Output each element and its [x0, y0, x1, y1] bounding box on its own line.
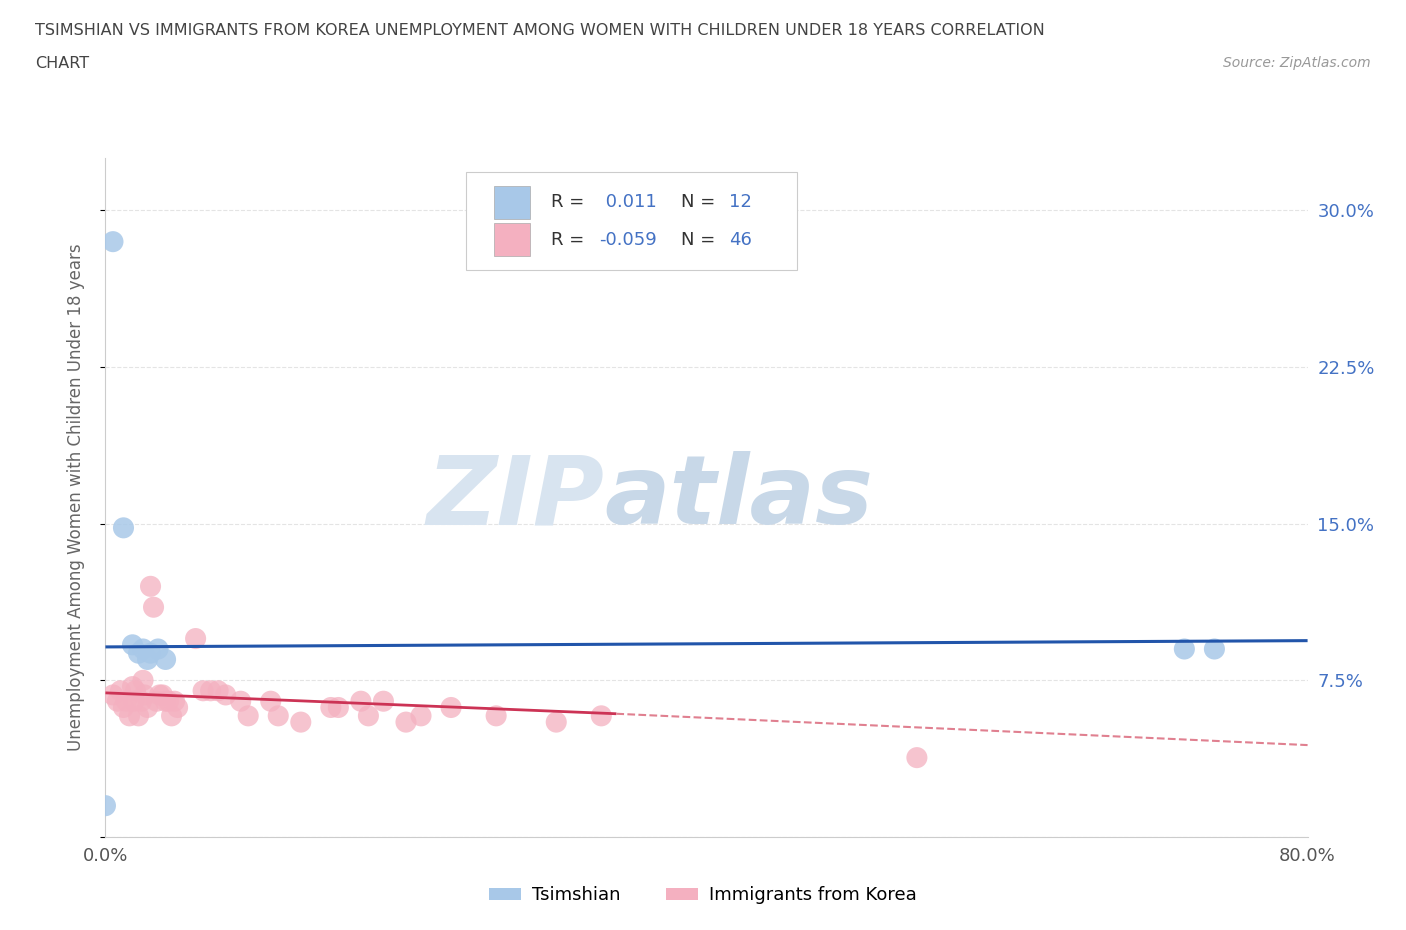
Point: [101, 234, 124, 249]
Point: [1204, 642, 1226, 657]
FancyBboxPatch shape: [465, 172, 797, 270]
Point: [1173, 642, 1195, 657]
FancyBboxPatch shape: [494, 186, 530, 219]
Point: [136, 700, 159, 715]
Point: [395, 714, 418, 729]
Point: [134, 687, 156, 702]
Point: [132, 642, 155, 657]
Text: -0.059: -0.059: [599, 231, 657, 248]
Point: [184, 631, 207, 646]
Point: [207, 684, 229, 698]
Point: [350, 694, 373, 709]
Text: 0.011: 0.011: [599, 193, 657, 211]
Point: [142, 600, 165, 615]
Point: [260, 694, 283, 709]
Text: atlas: atlas: [605, 451, 873, 544]
Point: [112, 700, 135, 715]
Point: [238, 709, 260, 724]
Point: [139, 645, 162, 660]
Point: [191, 684, 214, 698]
Text: N =: N =: [682, 231, 721, 248]
Point: [214, 687, 236, 702]
Point: [357, 709, 380, 724]
Point: [122, 694, 145, 709]
Point: [107, 694, 129, 709]
Point: [319, 700, 342, 715]
Point: [440, 700, 463, 715]
Point: [328, 700, 350, 715]
Point: [152, 687, 174, 702]
Text: N =: N =: [682, 193, 721, 211]
Point: [267, 709, 290, 724]
Y-axis label: Unemployment Among Women with Children Under 18 years: Unemployment Among Women with Children U…: [66, 244, 84, 751]
Point: [121, 637, 143, 652]
Point: [229, 694, 252, 709]
Point: [373, 694, 395, 709]
Point: [546, 714, 568, 729]
Text: ZIP: ZIP: [426, 451, 605, 544]
Text: R =: R =: [551, 193, 591, 211]
Text: TSIMSHIAN VS IMMIGRANTS FROM KOREA UNEMPLOYMENT AMONG WOMEN WITH CHILDREN UNDER : TSIMSHIAN VS IMMIGRANTS FROM KOREA UNEMP…: [35, 23, 1045, 38]
Point: [155, 652, 177, 667]
Text: Source: ZipAtlas.com: Source: ZipAtlas.com: [1223, 56, 1371, 70]
Point: [115, 694, 138, 709]
Point: [132, 673, 155, 688]
Text: R =: R =: [551, 231, 591, 248]
Point: [101, 687, 124, 702]
Point: [485, 709, 508, 724]
Point: [155, 694, 177, 709]
Point: [146, 642, 169, 657]
Point: [136, 652, 159, 667]
Point: [591, 709, 613, 724]
Point: [157, 694, 180, 709]
Point: [148, 687, 170, 702]
Point: [290, 714, 312, 729]
Text: 12: 12: [730, 193, 752, 211]
Point: [160, 709, 183, 724]
Point: [200, 684, 222, 698]
Legend: Tsimshian, Immigrants from Korea: Tsimshian, Immigrants from Korea: [482, 879, 924, 911]
Point: [118, 709, 141, 724]
Point: [905, 751, 928, 765]
Text: 46: 46: [730, 231, 752, 248]
Point: [124, 684, 146, 698]
Point: [110, 684, 132, 698]
FancyBboxPatch shape: [494, 223, 530, 256]
Point: [94, 798, 117, 813]
Point: [128, 709, 150, 724]
Point: [163, 694, 186, 709]
Point: [131, 694, 153, 709]
Point: [166, 700, 188, 715]
Point: [112, 521, 135, 536]
Point: [139, 578, 162, 593]
Point: [409, 709, 432, 724]
Point: [128, 645, 150, 660]
Text: CHART: CHART: [35, 56, 89, 71]
Point: [121, 679, 143, 694]
Point: [145, 694, 167, 709]
